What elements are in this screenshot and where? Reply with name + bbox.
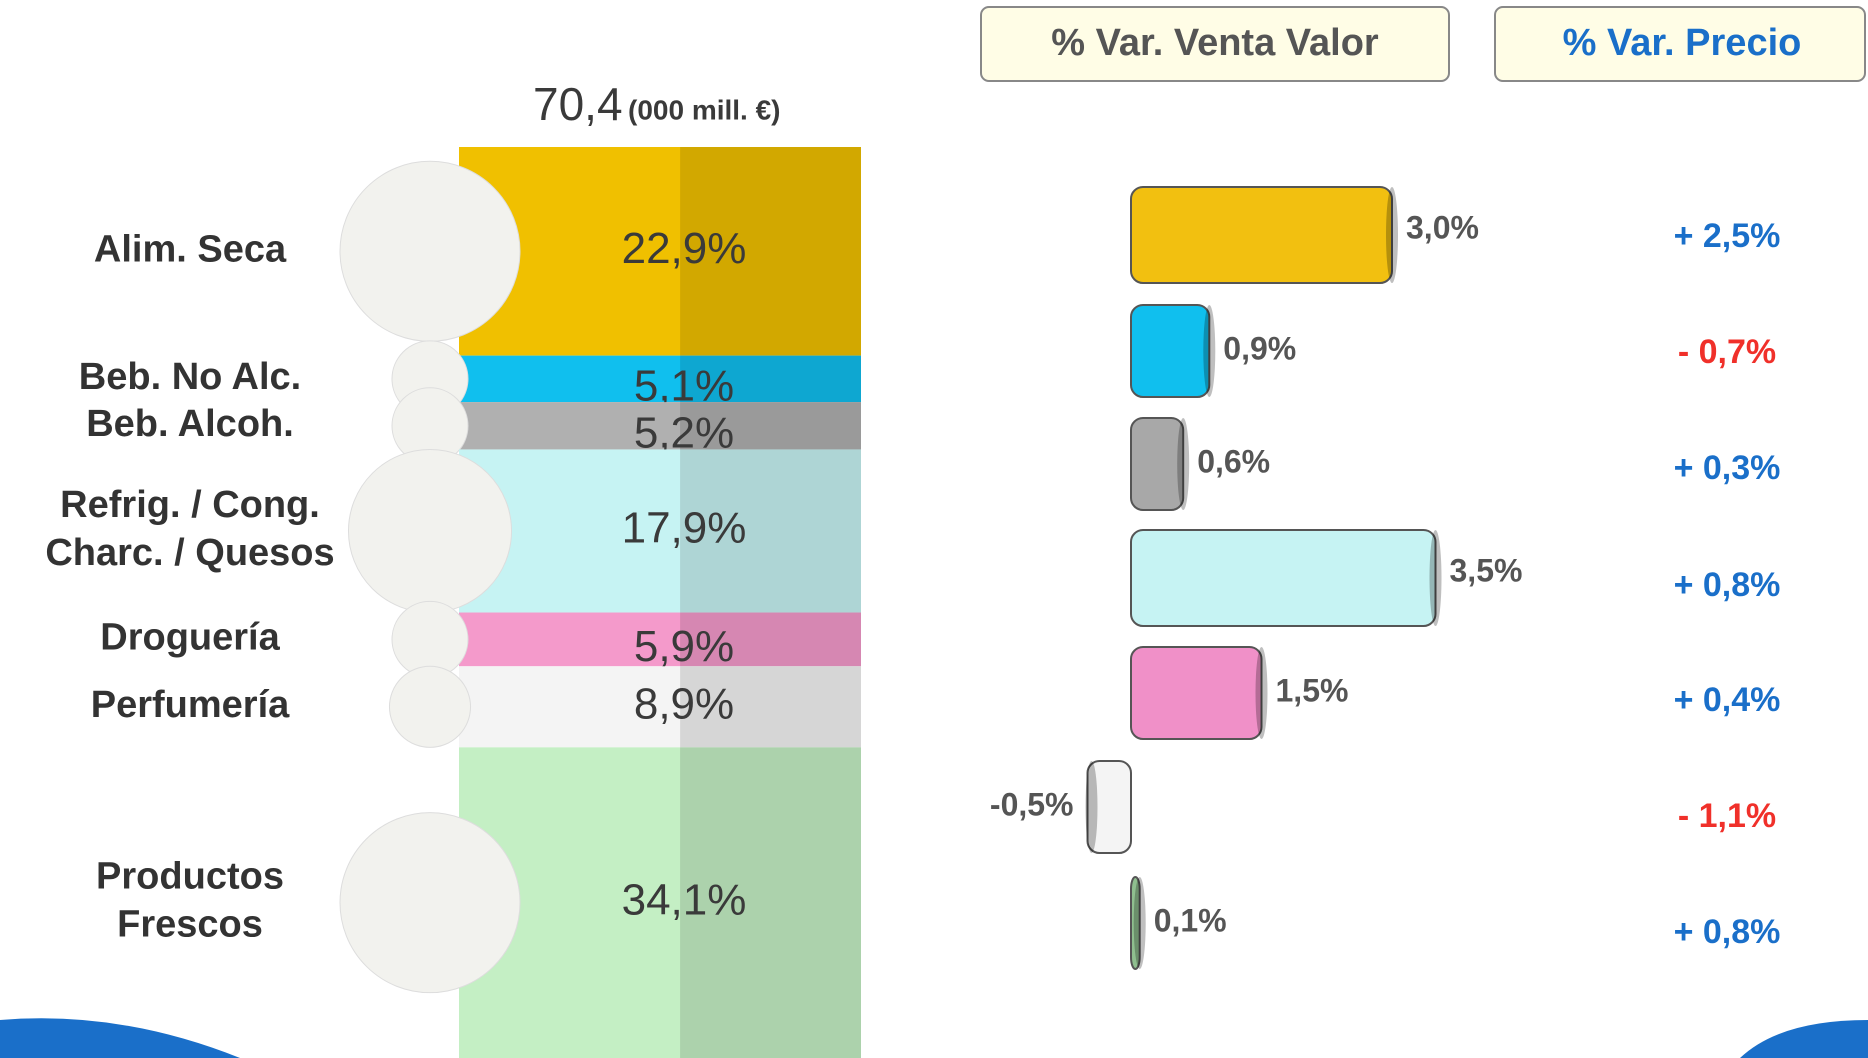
- bar-cap: [1203, 305, 1215, 397]
- category-icon: [340, 161, 520, 341]
- bar-value-label: 0,1%: [1154, 902, 1227, 938]
- category-icon: [340, 813, 520, 993]
- bar-value-label: 3,0%: [1406, 209, 1479, 245]
- price-label: - 1,1%: [1678, 797, 1776, 835]
- price-label: + 0,4%: [1674, 681, 1781, 719]
- chart: 70,4 (000 mill. €) % Var. Venta Valor % …: [0, 0, 1868, 1058]
- bar-cap: [1256, 647, 1268, 739]
- bar-cap: [1177, 418, 1189, 510]
- price-label: + 2,5%: [1674, 217, 1781, 255]
- bar-value-label: 0,9%: [1223, 330, 1296, 366]
- bar-value-label: -0,5%: [990, 786, 1074, 822]
- category-label: Refrig. / Cong.Charc. / Quesos: [45, 484, 334, 574]
- bar-cap: [1430, 530, 1442, 626]
- bar-value-label: 1,5%: [1276, 672, 1349, 708]
- category-label: Alim. Seca: [94, 228, 287, 270]
- category-label: Droguería: [100, 616, 280, 658]
- segment-label: 34,1%: [622, 875, 747, 924]
- category-label: Beb. Alcoh.: [86, 403, 294, 445]
- price-label: + 0,3%: [1674, 449, 1781, 487]
- price-label: + 0,8%: [1674, 566, 1781, 604]
- price-label: + 0,8%: [1674, 913, 1781, 951]
- bar-cap: [1086, 761, 1098, 853]
- bar: [1131, 187, 1392, 283]
- decor-swoosh-left: [0, 1018, 240, 1058]
- column-subtitle: (000 mill. €): [628, 94, 781, 125]
- category-icon: [348, 449, 511, 612]
- bar-value-label: 0,6%: [1197, 443, 1270, 479]
- bar-cap: [1134, 877, 1146, 969]
- column-title: 70,4: [533, 78, 623, 130]
- segment-label: 5,9%: [634, 622, 734, 671]
- price-label: - 0,7%: [1678, 333, 1776, 371]
- bar: [1131, 530, 1436, 626]
- bar: [1131, 418, 1183, 510]
- bar-value-label: 3,5%: [1450, 552, 1523, 588]
- segment-label: 8,9%: [634, 679, 734, 728]
- bar: [1131, 647, 1262, 739]
- segment-label: 22,9%: [622, 224, 747, 273]
- category-label: Perfumería: [91, 684, 290, 726]
- bar-cap: [1386, 187, 1398, 283]
- bar: [1131, 305, 1209, 397]
- price-header: % Var. Precio: [1563, 22, 1802, 64]
- segment-label: 17,9%: [622, 504, 747, 553]
- category-icon: [389, 666, 470, 747]
- bar-header: % Var. Venta Valor: [1051, 22, 1379, 64]
- category-label: Beb. No Alc.: [79, 356, 301, 398]
- decor-swoosh-right: [1740, 1020, 1868, 1058]
